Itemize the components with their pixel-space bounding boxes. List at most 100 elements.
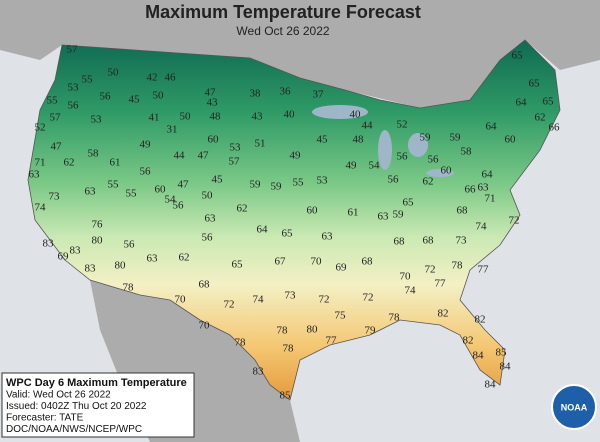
temperature: 71 [485, 193, 496, 205]
temperature: 63 [378, 211, 390, 223]
lake-superior [312, 105, 368, 119]
temperature: 47 [51, 141, 63, 153]
temperature: 78 [123, 282, 135, 294]
temperature: 63 [322, 231, 334, 243]
temperature: 72 [224, 299, 235, 311]
temperature: 59 [420, 132, 432, 144]
noaa-logo [551, 384, 597, 430]
temperature: 59 [250, 179, 262, 191]
temperature: 70 [175, 294, 187, 306]
temperature: 65 [282, 228, 294, 240]
temperature: 68 [394, 236, 406, 248]
temperature: 68 [423, 235, 435, 247]
temperature: 57 [50, 112, 62, 124]
temperature: 66 [549, 122, 561, 134]
temperature: 43 [207, 97, 219, 109]
temperature: 40 [284, 109, 296, 121]
temperature: 55 [108, 179, 120, 191]
temperature: 49 [290, 150, 302, 162]
lake-huron [408, 133, 428, 157]
temperature: 43 [252, 111, 264, 123]
us-temperature-field [27, 39, 561, 401]
temperature: 45 [317, 134, 329, 146]
temperature: 50 [108, 67, 120, 79]
temperature: 53 [317, 175, 329, 187]
temperature: 78 [235, 337, 247, 349]
temperature: 67 [275, 256, 287, 268]
temperature: 57 [67, 44, 79, 56]
temperature: 74 [253, 294, 265, 306]
temperature: 62 [535, 112, 546, 124]
temperature: 61 [110, 157, 121, 169]
temperature: 85 [496, 347, 508, 359]
temperature: 69 [58, 251, 70, 263]
temperature: 75 [335, 310, 347, 322]
logo-text: NOAA [561, 402, 588, 412]
lake-erie [426, 169, 454, 177]
temperature: 63 [29, 169, 41, 181]
temperature: 55 [47, 95, 59, 107]
temperature: 70 [400, 271, 412, 283]
info-box [1, 372, 195, 438]
temperature: 63 [147, 253, 159, 265]
temperature: 74 [35, 202, 47, 214]
temperature: 62 [64, 157, 75, 169]
temperature: 65 [403, 197, 415, 209]
temperature: 66 [465, 184, 477, 196]
temperature: 62 [423, 176, 434, 188]
temperature: 70 [199, 320, 211, 332]
temperature: 51 [255, 138, 266, 150]
temperature: 60 [505, 134, 517, 146]
temperature: 80 [115, 260, 127, 272]
temperature: 76 [92, 219, 104, 231]
temperature: 47 [205, 87, 217, 99]
subtitle: Wed Oct 26 2022 [236, 24, 329, 38]
temperature: 84 [485, 379, 497, 391]
temperature: 47 [198, 150, 210, 162]
temperature: 52 [35, 122, 46, 134]
temperature: 69 [336, 262, 348, 274]
temperature: 73 [49, 191, 61, 203]
temperature: 68 [199, 279, 211, 291]
temperature: 56 [68, 100, 80, 112]
lake-michigan [378, 130, 392, 170]
temperature: 59 [271, 181, 283, 193]
temperature: 56 [388, 174, 400, 186]
temperature: 53 [230, 142, 242, 154]
temperature: 65 [543, 96, 555, 108]
temperature: 84 [500, 361, 512, 373]
info-line: DOC/NOAA/NWS/NCEP/WPC [6, 424, 142, 435]
temperature: 58 [88, 148, 100, 160]
temperature: 65 [529, 78, 541, 90]
temperature: 82 [438, 308, 449, 320]
canada [0, 0, 600, 108]
temperature: 63 [205, 213, 217, 225]
temperature: 50 [180, 111, 192, 123]
temperature: 74 [405, 285, 417, 297]
temperature: 45 [212, 174, 224, 186]
temperature: 60 [208, 134, 220, 146]
temperature: 85 [280, 390, 292, 402]
temperature: 83 [85, 263, 97, 275]
temperature: 54 [369, 160, 381, 172]
info-line: Forecaster: TATE [6, 413, 84, 424]
temperature: 70 [311, 256, 323, 268]
temperature: 78 [389, 312, 401, 324]
temperature: 53 [68, 82, 80, 94]
temperature: 72 [509, 215, 520, 227]
temperature: 46 [165, 72, 177, 84]
temperature: 60 [307, 205, 319, 217]
temperature: 60 [441, 165, 453, 177]
temperature: 71 [35, 157, 46, 169]
temperature: 48 [210, 111, 222, 123]
temperature: 52 [397, 119, 408, 131]
temperature: 53 [91, 114, 103, 126]
temperature: 74 [476, 221, 488, 233]
temperature: 77 [326, 335, 338, 347]
temperature: 54 [165, 194, 177, 206]
temperature: 38 [250, 88, 262, 100]
temperature: 84 [473, 350, 485, 362]
temperature: 77 [435, 278, 447, 290]
